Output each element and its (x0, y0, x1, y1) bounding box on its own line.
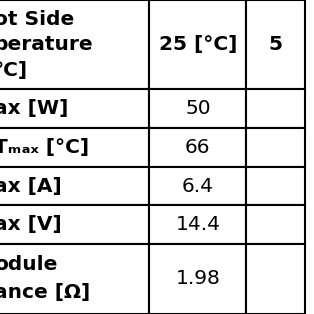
Text: perature: perature (0, 35, 93, 54)
Bar (149, 167, 246, 205)
Bar (246, 167, 305, 205)
Bar (149, 244, 246, 314)
Text: ance [Ω]: ance [Ω] (0, 284, 90, 302)
Bar (0, 0, 149, 89)
Text: 5: 5 (268, 35, 283, 54)
Bar (0, 244, 149, 314)
Bar (149, 205, 246, 244)
Bar (246, 0, 305, 89)
Bar (0, 128, 149, 167)
Text: 14.4: 14.4 (175, 215, 220, 234)
Bar (246, 244, 305, 314)
Text: odule: odule (0, 256, 57, 274)
Text: 1.98: 1.98 (176, 269, 220, 289)
Bar (149, 128, 246, 167)
Text: 6.4: 6.4 (182, 176, 214, 196)
Bar (0, 167, 149, 205)
Bar (149, 0, 246, 89)
Bar (246, 89, 305, 128)
Text: ax [W]: ax [W] (0, 99, 68, 118)
Text: ax [V]: ax [V] (0, 215, 62, 234)
Text: 66: 66 (185, 138, 211, 157)
Bar (246, 128, 305, 167)
Text: ax [A]: ax [A] (0, 176, 62, 196)
Text: Tₘₐₓ [°C]: Tₘₐₓ [°C] (0, 138, 89, 157)
Text: 50: 50 (185, 99, 211, 118)
Bar (246, 205, 305, 244)
Text: ot Side: ot Side (0, 10, 74, 29)
Bar (0, 89, 149, 128)
Bar (149, 89, 246, 128)
Text: 25 [°C]: 25 [°C] (159, 35, 237, 54)
Text: °C]: °C] (0, 61, 28, 80)
Bar (0, 205, 149, 244)
